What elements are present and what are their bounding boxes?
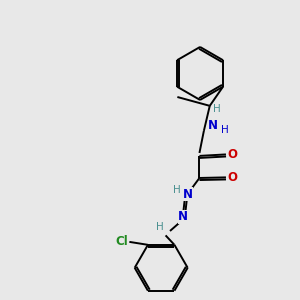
Text: H: H — [213, 104, 221, 114]
Text: N: N — [208, 119, 218, 132]
Text: O: O — [227, 171, 237, 184]
Text: H: H — [156, 222, 164, 232]
Text: N: N — [183, 188, 193, 201]
Text: N: N — [178, 210, 188, 223]
Text: H: H — [220, 125, 228, 135]
Text: H: H — [173, 185, 181, 195]
Text: O: O — [227, 148, 237, 161]
Text: Cl: Cl — [115, 236, 128, 248]
